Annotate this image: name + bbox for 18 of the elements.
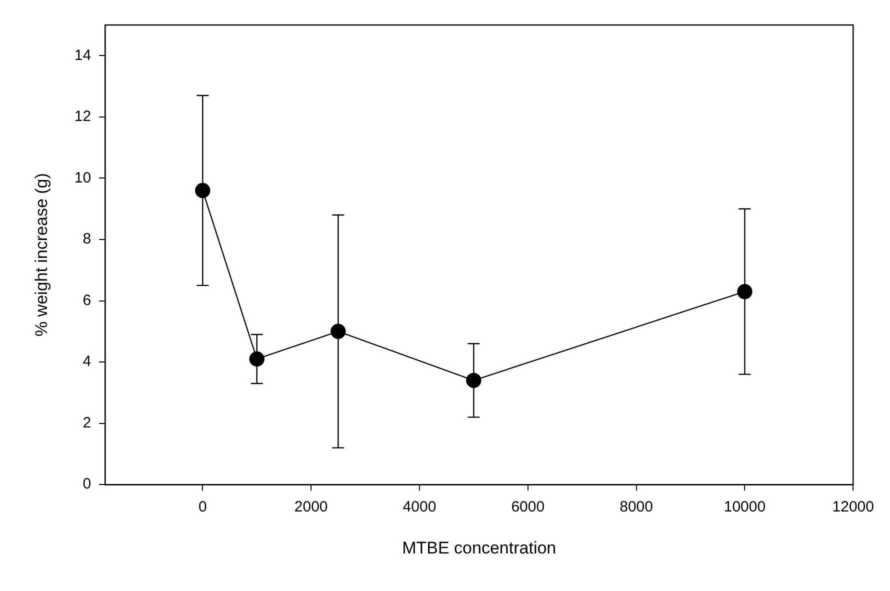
point bbox=[249, 351, 264, 367]
y-tick-label: 14 bbox=[74, 46, 92, 64]
y-tick-label: 12 bbox=[74, 108, 92, 126]
x-tick-label: 0 bbox=[198, 498, 207, 516]
x-tick-label: 10000 bbox=[724, 498, 766, 516]
x-tick-label: 6000 bbox=[511, 498, 545, 516]
y-tick-label: 8 bbox=[82, 230, 92, 248]
x-tick-label: 12000 bbox=[832, 498, 874, 516]
x-tick-label: 2000 bbox=[294, 498, 328, 516]
x-axis-title: MTBE concentration bbox=[402, 538, 556, 558]
x-tick-label: 4000 bbox=[402, 498, 436, 516]
y-tick-label: 10 bbox=[74, 169, 92, 186]
x-tick-label: 8000 bbox=[620, 498, 654, 516]
y-tick-label: 0 bbox=[82, 476, 92, 493]
y-tick-label: 6 bbox=[82, 292, 92, 309]
y-tick-label: 2 bbox=[82, 414, 92, 432]
y-axis-title: % weight increase (g) bbox=[32, 173, 51, 337]
y-tick-label: 4 bbox=[82, 353, 92, 370]
